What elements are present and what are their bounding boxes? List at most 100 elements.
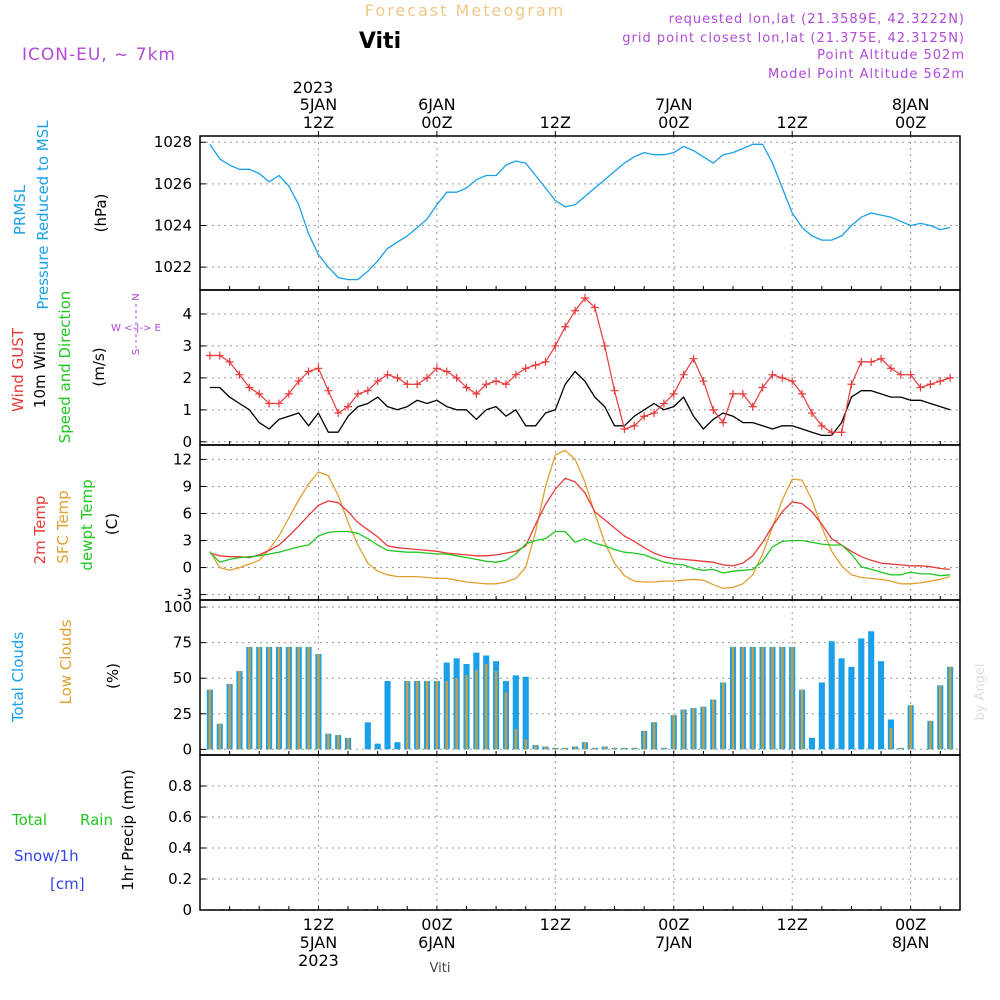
gust-marker	[610, 386, 619, 395]
low-cloud-bar	[297, 646, 300, 750]
gust-marker	[738, 389, 747, 398]
chart-panels: 102210241026102801234-303691202550751000…	[154, 133, 961, 919]
low-cloud-bar	[317, 654, 320, 750]
compass-north: N	[131, 293, 142, 300]
low-cloud-bar	[712, 699, 715, 750]
gust-marker	[383, 370, 392, 379]
low-cloud-bar	[790, 646, 794, 750]
gust-marker	[620, 425, 629, 434]
gust-marker	[205, 351, 214, 360]
model-altitude: Model Point Altitude 562m	[768, 67, 965, 82]
wind-10m-line	[209, 370, 951, 437]
y-tick-label: 1022	[154, 258, 192, 276]
gust-marker	[886, 364, 895, 373]
total-cloud-bar	[858, 638, 865, 750]
gust-marker	[472, 389, 481, 398]
total-cloud-bar	[868, 631, 875, 750]
y-tick-label: 0	[182, 433, 192, 451]
station-title: Viti	[359, 29, 401, 54]
panel-frame	[199, 754, 961, 911]
low-cloud-bar	[435, 681, 439, 750]
low-cloud-bar	[415, 681, 419, 750]
total-label: Total	[11, 811, 47, 829]
gust-marker	[719, 418, 728, 427]
gust-marker	[423, 373, 432, 382]
gust-marker	[245, 383, 254, 392]
low-cloud-bar	[652, 722, 656, 750]
low-cloud-bar	[504, 692, 508, 750]
gust-marker	[442, 367, 451, 376]
total-cloud-bar	[877, 661, 885, 750]
bottom-time-label: 12Z	[540, 915, 571, 934]
cloud-panel-labels: Total Clouds Low Clouds (%)	[9, 619, 122, 723]
low-cloud-bar	[642, 730, 646, 750]
snow-unit-label: [cm]	[50, 875, 85, 893]
wind-speed-direction-label: Speed and Direction	[56, 291, 74, 444]
temp-sfc-label: SFC Temp	[54, 490, 72, 563]
low-cloud-bar	[573, 746, 577, 750]
gust-marker	[650, 409, 659, 418]
gust-marker	[393, 373, 402, 382]
low-cloud-bar	[257, 646, 261, 750]
y-tick-label: 0	[182, 901, 192, 919]
y-tick-label: 3	[182, 532, 192, 550]
low-cloud-bar	[603, 746, 606, 750]
gust-marker	[709, 405, 718, 414]
gust-marker	[314, 364, 323, 373]
top-time-label: 5JAN	[300, 95, 338, 114]
gust-marker	[867, 357, 876, 366]
gust-marker	[689, 354, 698, 363]
bottom-time-label: 00Z	[895, 915, 926, 934]
low-cloud-bar	[277, 646, 281, 750]
total-cloud-bar	[364, 722, 371, 750]
top-time-label: 00Z	[658, 113, 689, 132]
low-cloud-bar	[248, 646, 251, 750]
panel-frame	[199, 444, 961, 601]
gust-marker	[403, 380, 412, 389]
low-cloud-bar	[613, 747, 616, 750]
gust-marker	[452, 373, 461, 382]
total-cloud-bar	[374, 743, 381, 750]
low-cloud-bar	[781, 646, 784, 750]
gust-marker	[788, 377, 797, 386]
dewpt-temp-line	[209, 530, 951, 577]
low-cloud-bar	[909, 705, 912, 750]
low-cloud-bar	[948, 666, 952, 750]
pressure-msl-label: Pressure Reduced to MSL	[34, 120, 52, 310]
y-tick-label: 1	[182, 401, 192, 419]
bottom-time-label: 6JAN	[418, 933, 456, 952]
bottom-time-label: 00Z	[658, 915, 689, 934]
total-cloud-bar	[818, 682, 825, 750]
gust-marker	[235, 370, 244, 379]
gust-marker	[758, 383, 767, 392]
gust-marker	[511, 370, 520, 379]
gust-marker	[857, 357, 866, 366]
gust-marker	[284, 389, 293, 398]
gust-marker	[817, 421, 826, 430]
low-cloud-bar	[939, 685, 942, 750]
pressure-unit-label: (hPa)	[92, 194, 110, 233]
y-tick-label: 0.8	[168, 777, 192, 795]
top-time-label: 00Z	[421, 113, 452, 132]
bottom-time-label: 00Z	[421, 915, 452, 934]
low-cloud-bar	[465, 675, 468, 750]
low-cloud-bar	[445, 681, 448, 750]
gust-marker	[748, 402, 757, 411]
bottom-time-label: 12Z	[777, 915, 808, 934]
gust-marker	[215, 351, 224, 360]
total-cloud-bar	[394, 742, 401, 750]
low-cloud-bar	[929, 720, 932, 750]
gust-marker	[492, 377, 501, 386]
bottom-time-label: 5JAN	[300, 933, 338, 952]
low-cloud-bar	[583, 742, 587, 750]
gust-marker	[669, 389, 678, 398]
y-tick-label: 12	[173, 450, 192, 468]
gust-marker	[926, 380, 935, 389]
footer-station: Viti	[430, 961, 451, 976]
gust-marker	[679, 370, 688, 379]
low-cloud-bar	[327, 733, 330, 750]
low-cloud-bar	[287, 646, 291, 750]
low-cloud-bar	[633, 747, 636, 750]
low-cloud-bar	[563, 747, 567, 750]
